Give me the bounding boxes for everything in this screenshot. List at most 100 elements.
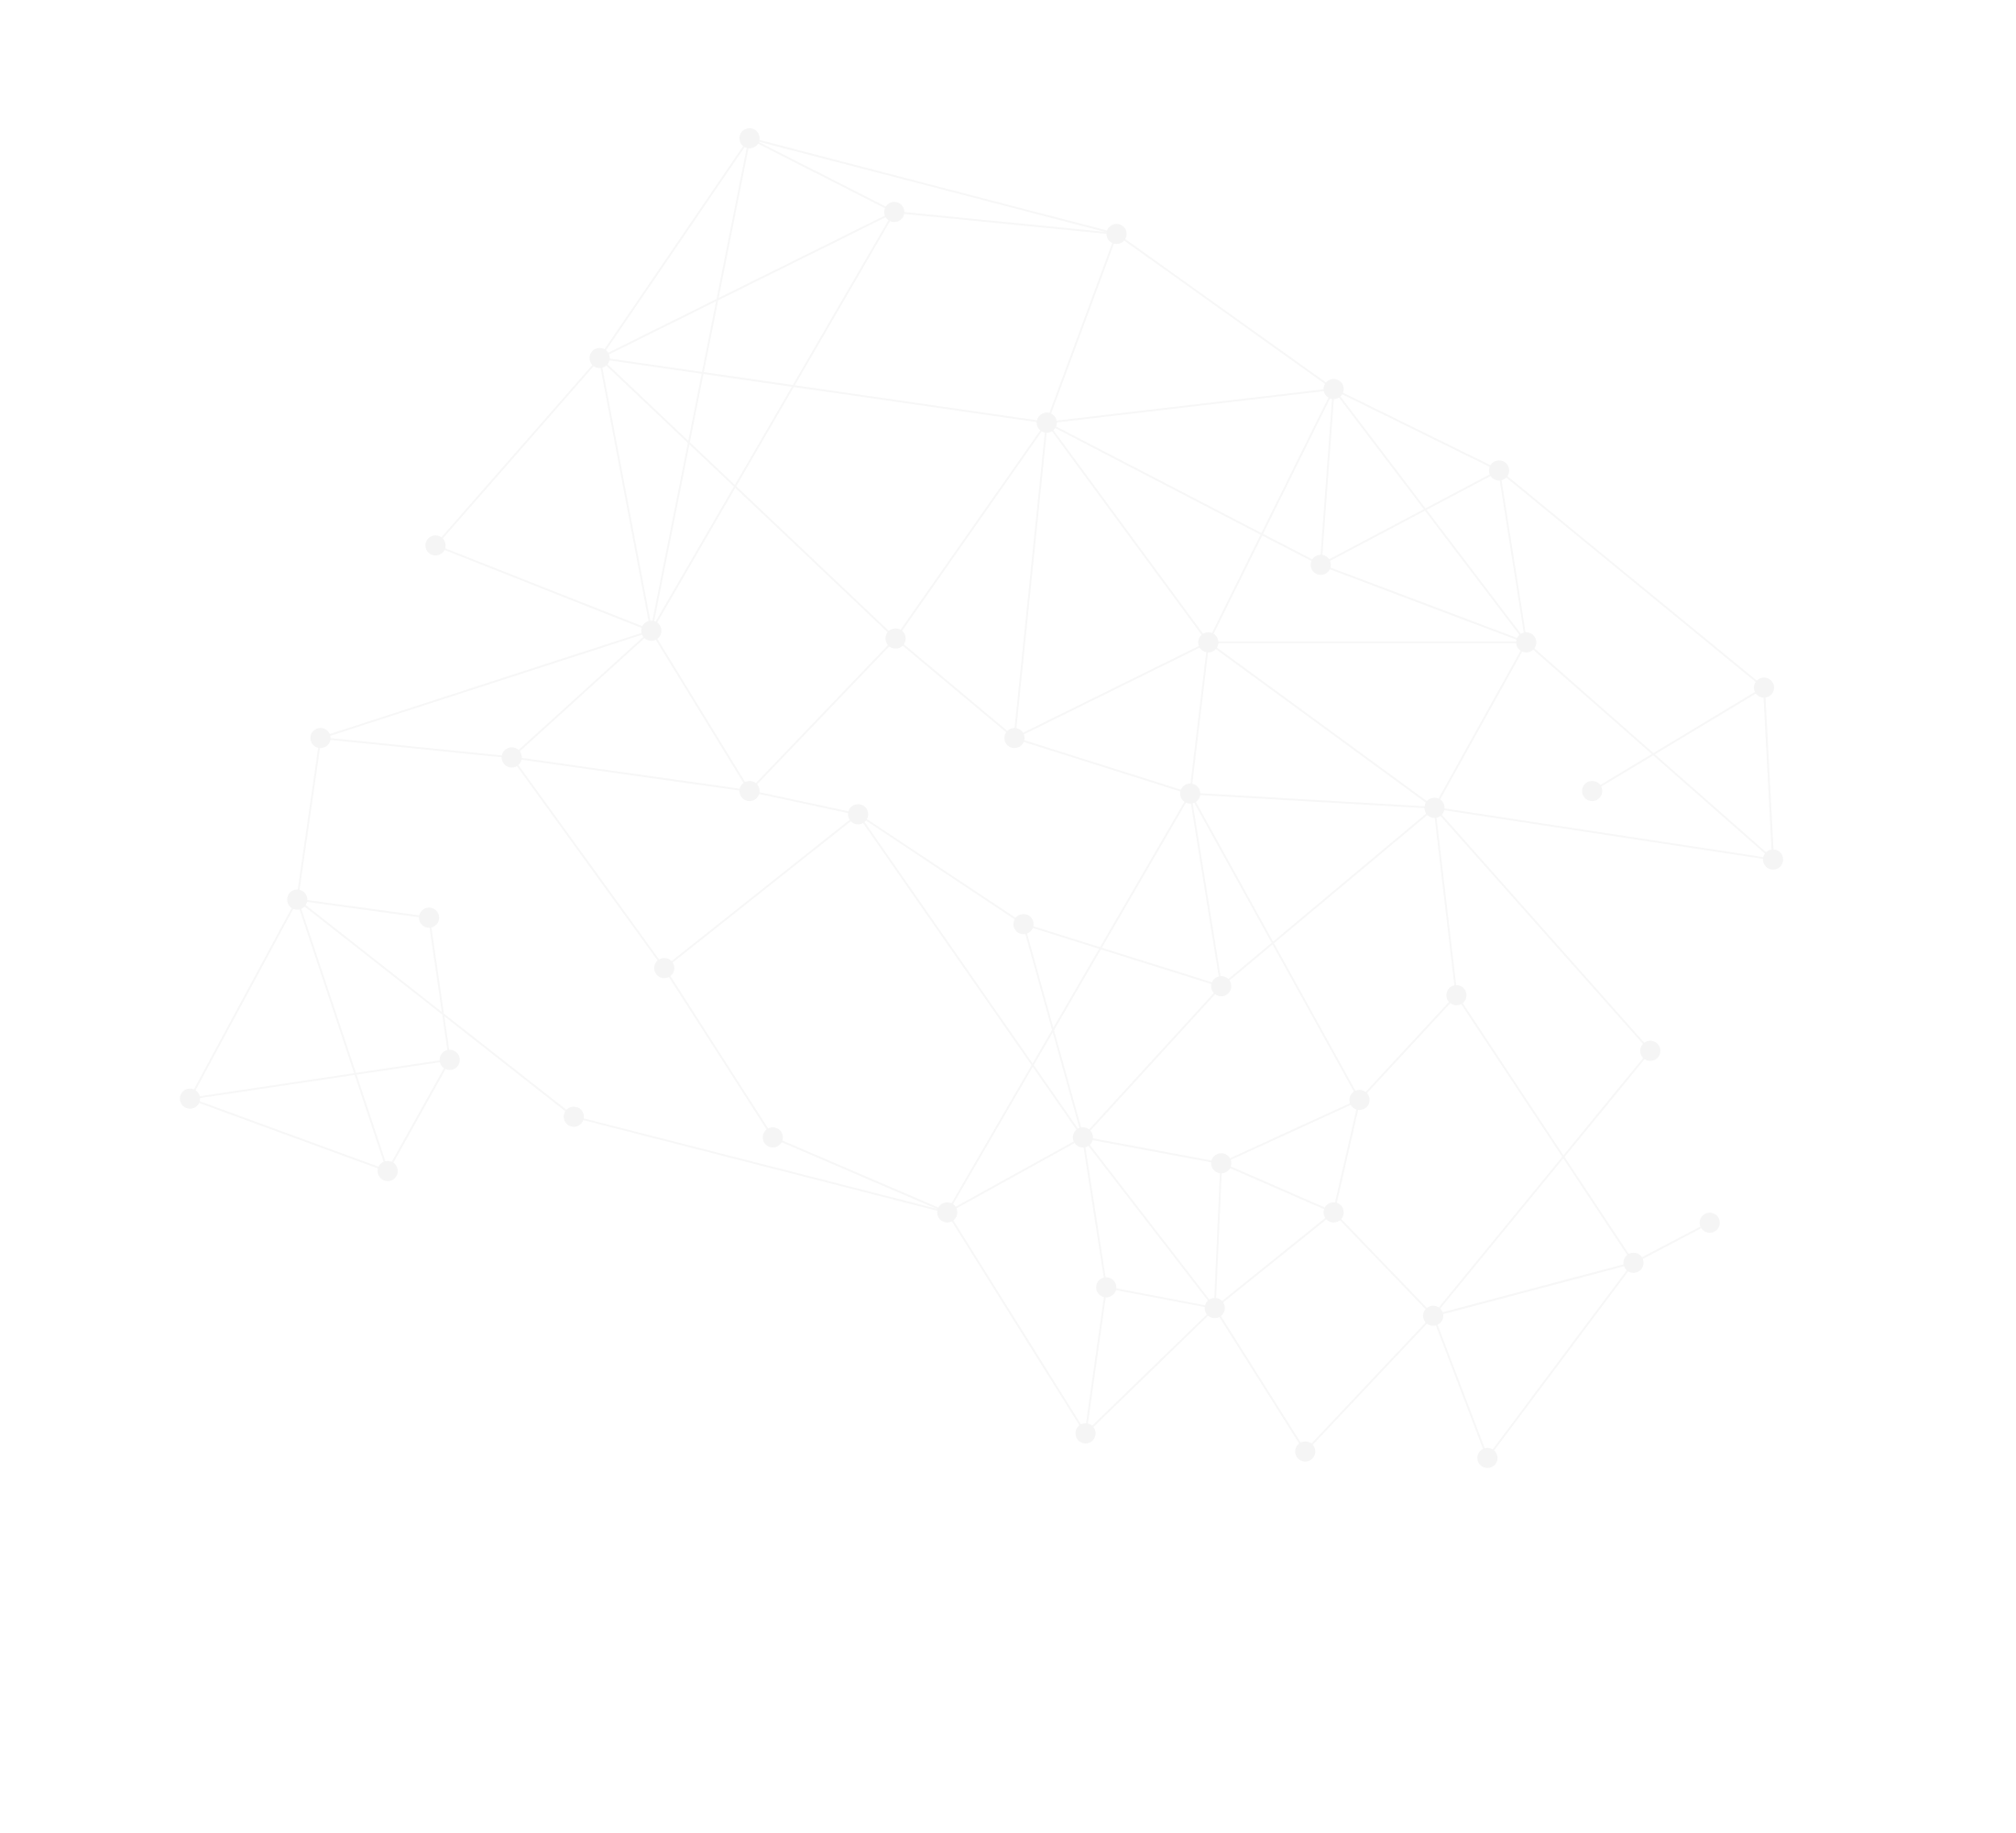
network-node xyxy=(180,1088,201,1109)
network-edge xyxy=(1455,994,1635,1264)
network-edge xyxy=(1189,792,1435,809)
network-node xyxy=(739,781,760,802)
network-edge xyxy=(857,813,1024,926)
network-edge xyxy=(510,756,665,969)
network-edge xyxy=(434,357,601,546)
network-edge xyxy=(1105,1286,1215,1310)
network-edge xyxy=(749,137,1117,236)
network-edge xyxy=(296,899,389,1172)
network-edge xyxy=(1115,233,1334,390)
network-edge xyxy=(1433,807,1458,996)
network-edge xyxy=(428,917,451,1060)
network-edge xyxy=(1432,1315,1489,1459)
network-edge xyxy=(893,211,1117,236)
network-edge xyxy=(663,813,860,970)
network-node xyxy=(1004,728,1025,749)
network-edge xyxy=(650,137,751,631)
network-node xyxy=(762,1127,783,1148)
network-edge xyxy=(189,1097,389,1172)
network-node xyxy=(1295,1441,1316,1462)
network-node xyxy=(739,127,760,148)
network-edge xyxy=(1497,470,1528,643)
network-node xyxy=(1211,1153,1232,1174)
network-edge xyxy=(749,137,895,214)
network-edge xyxy=(650,211,895,631)
network-edge xyxy=(598,137,751,359)
network-node xyxy=(1204,1298,1225,1319)
network-node xyxy=(425,535,446,556)
network-edge xyxy=(1081,1136,1108,1288)
network-edge xyxy=(1332,388,1528,643)
network-edge xyxy=(772,1136,948,1213)
network-node xyxy=(1310,554,1331,576)
network-node xyxy=(1422,1305,1443,1326)
network-edge xyxy=(650,630,751,792)
network-edge xyxy=(1304,1314,1434,1453)
network-edge xyxy=(1525,642,1774,861)
network-edge xyxy=(1046,422,1321,566)
network-node xyxy=(1446,984,1467,1005)
network-edge xyxy=(434,544,652,632)
network-node xyxy=(1106,224,1127,245)
network-node xyxy=(1699,1213,1720,1234)
network-edge xyxy=(1432,1261,1634,1317)
network-edge xyxy=(749,790,859,816)
network-node xyxy=(641,620,662,642)
network-node xyxy=(1639,1040,1660,1061)
network-node xyxy=(1762,849,1783,870)
network-edge xyxy=(1013,423,1048,739)
network-edge xyxy=(894,422,1048,640)
network-edge xyxy=(1221,1162,1334,1213)
network-edge xyxy=(894,637,1015,740)
network-edge xyxy=(1332,388,1500,472)
network-edge xyxy=(1332,1212,1434,1317)
network-node xyxy=(310,728,331,749)
network-edge xyxy=(1207,642,1435,809)
edge-layer xyxy=(189,137,1774,1459)
network-edge xyxy=(297,898,430,919)
network-edge xyxy=(1189,642,1210,795)
network-node xyxy=(439,1049,460,1070)
network-node xyxy=(1349,1090,1370,1111)
network-edge xyxy=(1320,564,1527,643)
network-edge xyxy=(1082,1136,1216,1309)
network-edge xyxy=(190,1059,450,1100)
network-node xyxy=(937,1202,958,1223)
network-edge xyxy=(1084,1307,1216,1434)
network-node xyxy=(1036,412,1057,434)
network-node xyxy=(1477,1447,1498,1468)
network-edge xyxy=(947,1136,1084,1213)
network-node xyxy=(1323,379,1344,400)
network-edge xyxy=(387,1059,451,1172)
network-edge xyxy=(749,637,897,792)
network-node xyxy=(1211,976,1232,997)
network-edge xyxy=(598,357,652,631)
network-edge xyxy=(1046,388,1334,424)
network-edge xyxy=(598,357,896,640)
network-edge xyxy=(857,813,1084,1138)
network-edge xyxy=(296,898,575,1118)
network-node xyxy=(883,202,904,223)
network-edge xyxy=(1189,793,1222,987)
network-node xyxy=(501,747,522,768)
network-edge xyxy=(1023,923,1222,987)
network-edge xyxy=(1213,1163,1222,1309)
network-node xyxy=(848,804,869,825)
network-edge xyxy=(320,630,652,740)
network-node xyxy=(1488,460,1509,481)
network-edge xyxy=(599,357,1047,424)
network-node xyxy=(1013,914,1034,935)
network-edge xyxy=(1433,642,1528,808)
network-node xyxy=(1582,781,1603,802)
network-edge xyxy=(320,737,512,759)
network-edge xyxy=(946,1212,1087,1434)
network-node xyxy=(1323,1202,1344,1223)
network-edge xyxy=(1082,1136,1222,1165)
node-layer xyxy=(180,127,1783,1468)
network-edge xyxy=(1320,389,1335,565)
network-edge xyxy=(1633,1222,1711,1264)
network-edge xyxy=(1022,924,1084,1138)
network-edge xyxy=(1433,807,1651,1052)
